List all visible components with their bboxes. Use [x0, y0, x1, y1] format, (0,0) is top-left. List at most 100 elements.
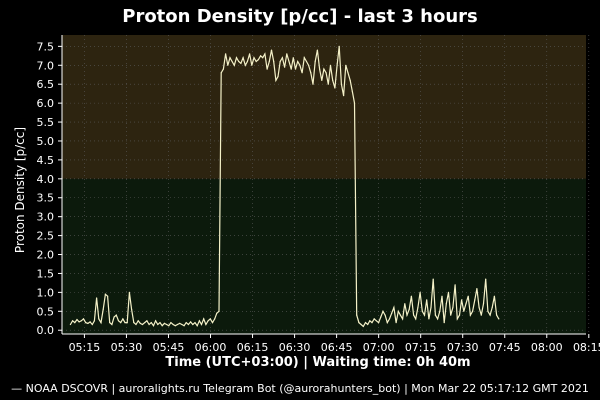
data-point: [255, 60, 257, 63]
data-point: [305, 60, 308, 63]
data-point: [183, 325, 185, 327]
data-point: [301, 72, 303, 74]
data-point: [498, 318, 500, 320]
y-tick-label: 5.5: [37, 116, 55, 129]
data-point: [290, 68, 292, 70]
data-point: [408, 308, 410, 310]
y-tick-label: 3.5: [37, 192, 55, 205]
data-point: [222, 68, 224, 70]
data-point: [428, 318, 430, 320]
data-point: [312, 83, 314, 85]
data-point: [266, 68, 268, 70]
data-point: [251, 64, 253, 66]
data-point: [216, 312, 218, 314]
data-point: [144, 322, 146, 324]
y-tick-label: 0.0: [37, 324, 55, 337]
data-point: [203, 318, 205, 320]
data-point: [91, 323, 93, 326]
data-point: [102, 308, 104, 310]
data-point: [176, 323, 179, 326]
x-axis-ticks: 05:15 05:30 05:45 06:00 06:15 06:30 06:45 07:00…: [69, 334, 600, 354]
data-point: [343, 95, 345, 97]
data-point: [238, 60, 240, 63]
data-point: [310, 72, 312, 74]
data-point: [445, 303, 447, 305]
data-point: [262, 57, 264, 59]
data-point: [284, 66, 286, 68]
data-point: [336, 64, 338, 66]
data-point: [410, 295, 412, 297]
data-point: [493, 295, 495, 297]
data-point: [391, 312, 393, 314]
data-point: [227, 64, 229, 66]
data-point: [452, 306, 454, 309]
data-point: [382, 310, 384, 312]
y-tick-label: 1.5: [37, 267, 55, 280]
data-point: [371, 322, 373, 324]
data-point: [478, 306, 480, 309]
data-point: [437, 318, 439, 320]
data-point: [181, 323, 183, 326]
data-point: [423, 314, 426, 316]
data-point: [225, 53, 227, 55]
data-point: [85, 322, 87, 324]
data-point: [157, 323, 159, 326]
data-point: [111, 323, 113, 326]
data-point: [487, 310, 489, 312]
data-point: [294, 68, 297, 70]
data-point: [187, 323, 189, 326]
data-point: [456, 318, 458, 320]
y-axis-ticks: 0.0 0.5 1.0 1.5 2.0 2.5 3.0 3.5 4.0 4.5 5.0 5.5 6.0 6…: [37, 40, 62, 337]
data-point: [476, 288, 478, 290]
data-point: [268, 60, 270, 63]
data-point: [299, 64, 301, 66]
data-point: [465, 303, 467, 305]
data-point: [235, 57, 238, 59]
data-point: [273, 60, 275, 63]
data-point: [469, 314, 471, 316]
data-point: [417, 306, 419, 309]
data-point: [275, 79, 277, 81]
data-point: [327, 83, 329, 85]
series-points: [69, 45, 500, 327]
data-point: [89, 321, 91, 323]
data-point: [458, 314, 461, 316]
data-point: [472, 310, 474, 312]
x-tick-label: 06:00: [195, 341, 227, 354]
data-point: [356, 314, 358, 316]
data-point: [100, 322, 102, 324]
data-point: [242, 57, 244, 59]
x-tick-label: 06:45: [321, 341, 353, 354]
data-point: [413, 314, 415, 316]
data-point: [443, 322, 445, 324]
data-point: [402, 318, 404, 320]
data-point: [229, 57, 231, 59]
data-point: [107, 295, 109, 297]
data-point: [292, 57, 294, 59]
x-tick-label: 08:15: [573, 341, 600, 354]
y-tick-label: 7.0: [37, 59, 55, 72]
x-tick-label: 08:00: [531, 341, 563, 354]
data-point: [419, 291, 421, 293]
data-point: [148, 323, 150, 326]
data-point: [128, 291, 130, 293]
data-point: [308, 64, 310, 66]
data-point: [353, 102, 356, 104]
data-point: [474, 299, 476, 301]
data-point: [163, 322, 165, 324]
data-point: [87, 322, 89, 324]
data-point: [340, 83, 342, 85]
data-point: [362, 325, 364, 327]
y-tick-label: 2.5: [37, 230, 55, 243]
data-point: [257, 59, 259, 61]
threshold-band-high: [62, 35, 586, 179]
data-point: [260, 55, 262, 57]
data-point: [166, 323, 168, 326]
data-point: [220, 72, 222, 74]
chart-title: Proton Density [p/cc] - last 3 hours: [122, 6, 477, 27]
data-point: [115, 314, 117, 316]
data-point: [388, 318, 391, 320]
x-tick-label: 05:45: [153, 341, 185, 354]
data-point: [321, 79, 323, 81]
